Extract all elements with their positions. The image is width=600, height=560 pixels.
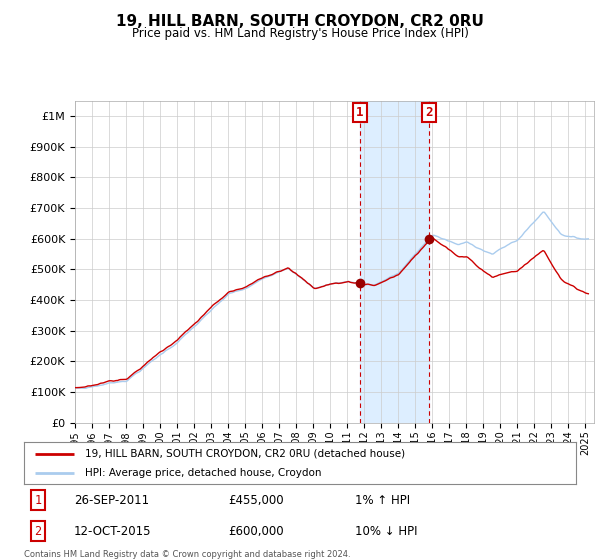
Text: 10% ↓ HPI: 10% ↓ HPI: [355, 525, 418, 538]
Text: 1: 1: [34, 493, 41, 507]
Text: £600,000: £600,000: [228, 525, 284, 538]
Text: 12-OCT-2015: 12-OCT-2015: [74, 525, 151, 538]
Text: Price paid vs. HM Land Registry's House Price Index (HPI): Price paid vs. HM Land Registry's House …: [131, 27, 469, 40]
Text: HPI: Average price, detached house, Croydon: HPI: Average price, detached house, Croy…: [85, 468, 321, 478]
Text: 1: 1: [356, 106, 364, 119]
Text: 19, HILL BARN, SOUTH CROYDON, CR2 0RU: 19, HILL BARN, SOUTH CROYDON, CR2 0RU: [116, 14, 484, 29]
Text: 26-SEP-2011: 26-SEP-2011: [74, 493, 149, 507]
Text: 19, HILL BARN, SOUTH CROYDON, CR2 0RU (detached house): 19, HILL BARN, SOUTH CROYDON, CR2 0RU (d…: [85, 449, 405, 459]
Text: 2: 2: [425, 106, 433, 119]
Text: 2: 2: [34, 525, 41, 538]
Text: Contains HM Land Registry data © Crown copyright and database right 2024.
This d: Contains HM Land Registry data © Crown c…: [24, 550, 350, 560]
Bar: [360, 101, 429, 423]
Text: £455,000: £455,000: [228, 493, 284, 507]
Text: 1% ↑ HPI: 1% ↑ HPI: [355, 493, 410, 507]
